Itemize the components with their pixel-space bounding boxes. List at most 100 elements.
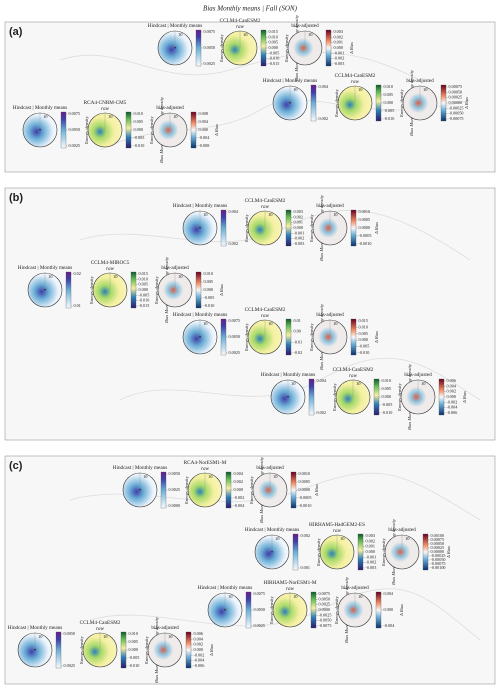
colorbar-tick-label: 0.004	[234, 471, 244, 476]
colorbar	[190, 111, 197, 149]
ring-label: 10	[340, 536, 345, 541]
ring-label: 10	[268, 212, 273, 217]
colorbar	[325, 29, 332, 67]
colorbar-tick-label: 0.000	[199, 127, 208, 132]
colorbar-tick-label: -0.0010	[359, 241, 372, 246]
center-marker: *	[289, 101, 292, 107]
colorbar-tick-label: 0.000	[366, 549, 375, 554]
colorbar-tick-label: -0.00100	[431, 565, 446, 570]
colorbar	[310, 591, 317, 629]
colorbar-tick-label: 0.001	[334, 40, 343, 45]
colorbar-tick-label: -0.00025	[449, 105, 464, 110]
colorbar-tick-label: 0.010	[134, 111, 143, 116]
colorbar-label: Δ Bias	[399, 604, 404, 617]
colorbar-label: Energy density	[244, 214, 249, 242]
colorbar-tick-label: -0.001	[334, 50, 345, 55]
colorbar-tick-label: -0.010	[382, 410, 393, 415]
colorbar	[195, 29, 202, 67]
colorbar-tick-label: -0.004	[384, 623, 396, 628]
colorbar	[245, 591, 252, 629]
colorbar-tick-label: 0.000	[294, 225, 303, 230]
colorbar-tick-label: -0.006	[447, 410, 458, 415]
colorbar-label: Energy density	[309, 323, 314, 351]
bias-adjusted-title: bias-adjusted	[151, 625, 179, 631]
colorbar-tick-label: 0.0050	[169, 471, 181, 476]
model-name: CCLM4-CanESM2	[245, 307, 286, 313]
colorbar-tick-label: 0.005	[204, 279, 213, 284]
colorbar-label: Energy density	[284, 34, 289, 62]
colorbar-tick-label: 0.000	[194, 647, 203, 652]
colorbar-tick-label: -0.00075	[431, 561, 446, 566]
raw-title: raw	[101, 106, 110, 112]
bias-adjusted-title: bias-adjusted	[388, 527, 416, 533]
colorbar-tick-label: -0.002	[366, 560, 377, 565]
colorbar-tick-label: -0.003	[294, 241, 305, 246]
colorbar-tick-label: 0.010	[359, 324, 368, 329]
colorbar-tick-label: -0.005	[382, 402, 393, 407]
model-name: CCLM4-CanESM2	[335, 73, 376, 79]
ring-label: 10	[228, 594, 233, 599]
bias-adjusted-title: bias-adjusted	[316, 203, 344, 209]
colorbar-label: Energy density	[309, 214, 314, 242]
colorbar-tick-label: 0.005	[359, 331, 368, 336]
raw-title: raw	[201, 466, 210, 472]
colorbar-tick-label: 0.015	[359, 318, 368, 323]
colorbar-tick-label: 0.001	[301, 565, 310, 570]
colorbar	[375, 84, 382, 122]
colorbar-tick-label: 0.002	[334, 34, 343, 39]
colorbar-tick-label: 0.0000	[359, 225, 371, 230]
colorbar-label: Energy density	[244, 323, 249, 351]
colorbar-tick-label: 0.006	[194, 631, 203, 636]
colorbar	[195, 271, 202, 309]
colorbar-tick-label: -0.0005	[299, 495, 312, 500]
ring-label: 10	[208, 474, 213, 479]
colorbar-tick-label: -0.005	[269, 50, 280, 55]
colorbar-tick-label: -0.002	[194, 652, 205, 657]
bias-adjusted-title: bias-adjusted	[406, 78, 434, 84]
colorbar-tick-label: 0.002	[229, 241, 238, 246]
colorbar-tick-label: 0.000	[359, 337, 368, 342]
colorbar-tick-label: 0.004	[319, 84, 329, 89]
colorbar-tick-label: 0.002	[366, 538, 375, 543]
colorbar-tick-label: 0.0005	[359, 217, 371, 222]
center-marker: *	[199, 335, 202, 341]
ring-label: 10	[358, 594, 363, 599]
colorbar-tick-label: 0.0025	[319, 602, 331, 607]
colorbar-tick-label: 0.002	[447, 389, 456, 394]
ring-label: 10	[203, 212, 208, 217]
colorbar-tick-label: 0.0075	[319, 591, 331, 596]
bias-adjusted-title: bias-adjusted	[291, 23, 319, 29]
colorbar-tick-label: 0.00025	[431, 545, 445, 550]
ring-label: 10	[243, 32, 248, 37]
raw-title: raw	[236, 24, 245, 30]
colorbar-label: Energy density	[316, 538, 321, 566]
colorbar-tick-label: 0.00050	[449, 89, 463, 94]
colorbar-label: Energy density	[154, 276, 159, 304]
colorbar-tick-label: 0.000	[204, 287, 213, 292]
colorbar-tick-label: 0.000	[384, 607, 393, 612]
center-marker: *	[139, 488, 142, 494]
colorbar-tick-label: -0.004	[199, 135, 211, 140]
colorbar-tick-label: 0.004	[199, 119, 209, 124]
colorbar-tick-label: 0.00	[294, 329, 301, 334]
colorbar-tick-label: 0.00100	[431, 533, 445, 538]
hindcast-title: Hindcast | Monthly means	[8, 625, 63, 631]
colorbar-tick-label: 0.0075	[254, 591, 266, 596]
panels: (a) 10 * 0.0075 0.0050 0.0025 Energy density 10…	[8, 14, 469, 683]
colorbar-label: Δ Bias	[446, 546, 451, 559]
colorbar-tick-label: -0.003	[334, 61, 345, 66]
ring-label: 10	[43, 114, 48, 119]
ring-label: 10	[275, 536, 280, 541]
colorbar-tick-label: 0.000	[139, 287, 148, 292]
ring-label: 10	[48, 274, 53, 279]
colorbar	[350, 209, 357, 247]
raw-title: raw	[106, 266, 115, 272]
colorbar-tick-label: -0.002	[234, 495, 245, 500]
model-name: CCLM4-CanESM2	[220, 18, 261, 24]
panel-label: (a)	[9, 26, 23, 38]
colorbar-label: Δ Bias	[462, 391, 467, 404]
center-marker: *	[224, 608, 227, 614]
colorbar-tick-label: 0.00025	[449, 95, 463, 100]
hindcast-title: Hindcast | Monthly means	[173, 203, 228, 209]
colorbar-tick-label: 0.0075	[69, 111, 81, 116]
